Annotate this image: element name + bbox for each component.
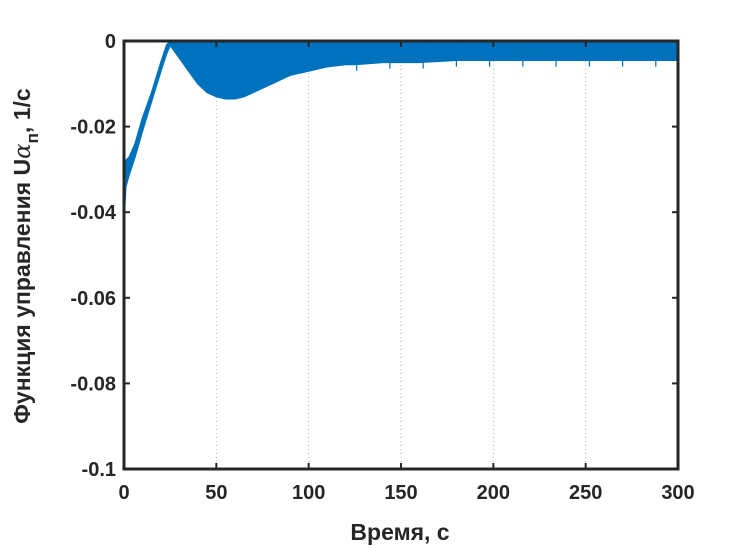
x-axis-label: Время, с bbox=[350, 519, 449, 545]
x-tick-label: 0 bbox=[118, 482, 129, 504]
x-tick-label: 100 bbox=[292, 482, 325, 504]
y-tick-label: 0 bbox=[105, 31, 116, 53]
y-axis-label-main: Функция управления U bbox=[9, 159, 35, 424]
ticks bbox=[123, 40, 679, 470]
y-tick-label: -0.1 bbox=[82, 459, 116, 481]
grid bbox=[215, 41, 587, 469]
x-tick-label: 50 bbox=[205, 482, 227, 504]
y-axis-label-subscript: п bbox=[23, 133, 42, 143]
y-tick-label: -0.08 bbox=[70, 373, 116, 395]
y-axis-label-unit: , 1/с bbox=[9, 88, 35, 133]
y-tick-label: -0.04 bbox=[70, 202, 116, 224]
y-tick-label: -0.06 bbox=[70, 288, 116, 310]
y-axis-label: Функция управления Uαп, 1/с bbox=[9, 88, 42, 424]
y-axis-label-symbol: α bbox=[10, 143, 36, 159]
series-oscillation bbox=[123, 41, 679, 221]
series-layer bbox=[123, 40, 679, 222]
x-tick-label: 150 bbox=[384, 482, 417, 504]
x-tick-label: 200 bbox=[477, 482, 510, 504]
x-tick-label: 300 bbox=[661, 482, 694, 504]
y-tick-label: -0.02 bbox=[70, 117, 116, 139]
x-tick-label: 250 bbox=[569, 482, 602, 504]
tick-labels: 0 50 100 150 200 250 300 0 -0.02 -0.04 -0.06 -0.08 -… bbox=[70, 31, 694, 504]
